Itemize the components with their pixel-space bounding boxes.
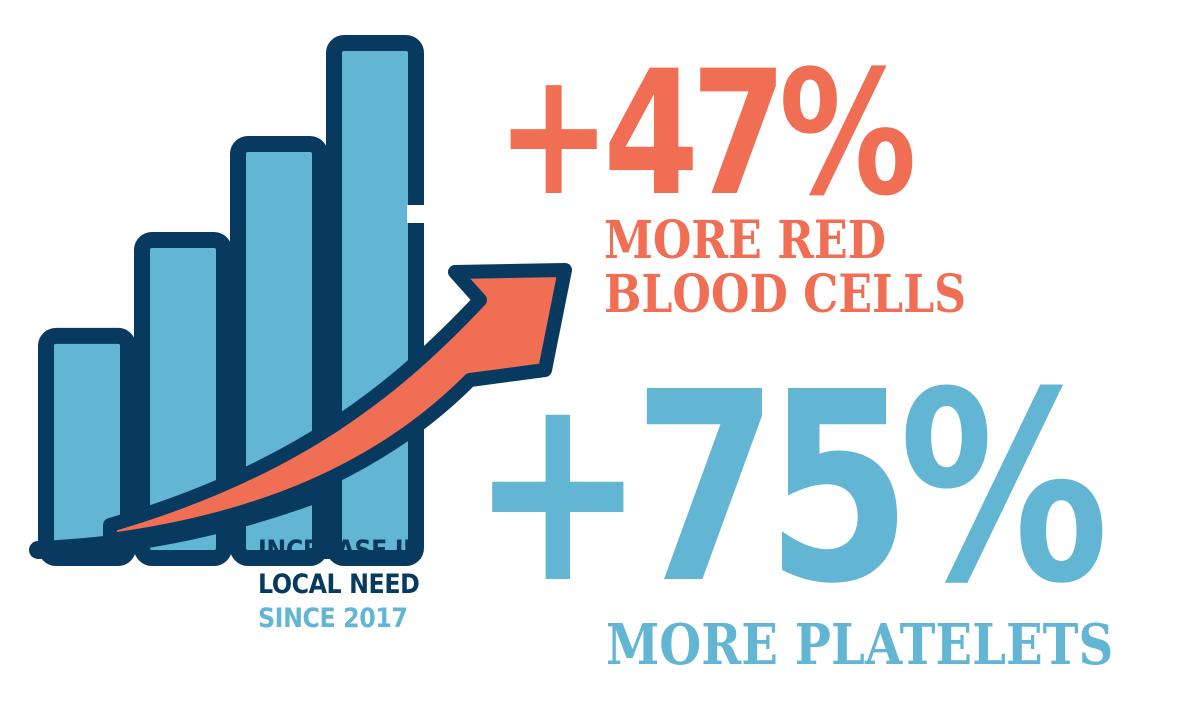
stat-red-blood-cells-label: MORE RED BLOOD CELLS — [604, 214, 966, 322]
bar-2 — [134, 231, 232, 566]
caption-line-2: LOCAL NEED — [258, 569, 420, 600]
caption-line-3: SINCE 2017 — [258, 603, 408, 634]
stat-red-blood-cells-label-line-1: MORE RED — [604, 210, 887, 271]
caption-line-1: INCREASE IN — [258, 535, 423, 566]
bar-4 — [326, 35, 424, 566]
baseline-stroke — [29, 483, 331, 559]
bar-outline-gap — [407, 205, 425, 223]
stat-platelets-value: +75% — [470, 336, 1109, 641]
stat-red-blood-cells-value: +47% — [496, 33, 917, 234]
stat-platelets-label: MORE PLATELETS — [606, 612, 1114, 678]
baseline — [29, 483, 331, 559]
stat-red-blood-cells-label-line-2: BLOOD CELLS — [604, 264, 967, 325]
rising-bar-chart-with-arrow-icon — [29, 35, 572, 566]
caption: INCREASE IN LOCAL NEED SINCE 2017 — [258, 534, 460, 636]
bar-1 — [38, 327, 136, 566]
